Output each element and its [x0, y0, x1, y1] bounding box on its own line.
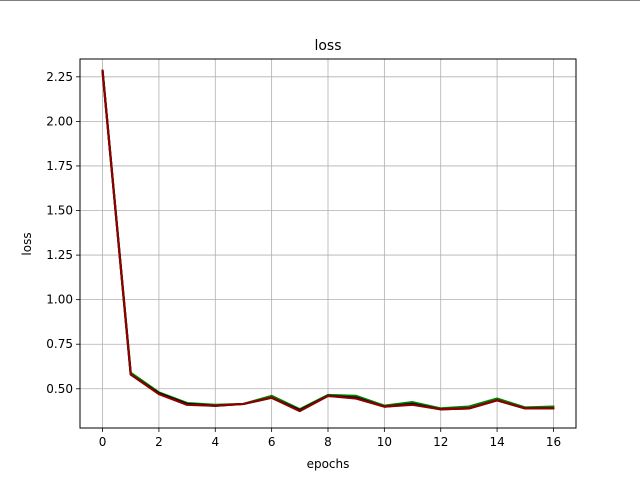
data-point-red [129, 373, 132, 376]
data-point-red [298, 410, 301, 412]
y-tick-label: 1.75 [46, 159, 73, 173]
data-point-red [214, 404, 217, 407]
grid-lines [80, 59, 576, 428]
y-tick-label: 1.50 [46, 204, 73, 218]
x-tick-label: 6 [268, 435, 276, 449]
y-tick-label: 1.00 [46, 293, 73, 307]
y-tick-label: 2.00 [46, 114, 73, 128]
data-point-red [411, 403, 414, 406]
data-point-red [439, 408, 442, 411]
x-axis-ticks: 0 2 4 6 8 10 12 14 16 [99, 428, 561, 449]
x-tick-label: 8 [324, 435, 332, 449]
data-point-red [524, 407, 527, 410]
data-point-green [496, 397, 498, 400]
data-point-green [355, 395, 358, 397]
data-point-red [496, 399, 498, 402]
y-tick-label: 0.50 [46, 382, 73, 396]
x-tick-label: 0 [99, 435, 107, 449]
chart-title: loss [314, 38, 341, 54]
data-point-green [270, 395, 273, 397]
x-tick-label: 2 [155, 435, 163, 449]
data-point-green [552, 405, 555, 408]
x-tick-label: 4 [211, 435, 219, 449]
y-axis-label: loss [20, 232, 34, 255]
y-tick-label: 1.25 [46, 248, 73, 262]
data-point-red [355, 397, 358, 400]
data-point-red [186, 403, 188, 406]
window-top-edge [0, 0, 640, 1]
x-tick-label: 16 [546, 435, 561, 449]
data-point-green [468, 405, 470, 408]
data-point-red [383, 405, 386, 408]
y-tick-label: 0.75 [46, 337, 73, 351]
data-point-red [552, 407, 555, 410]
y-axis-ticks: 0.50 0.75 1.00 1.25 1.50 1.75 2.00 2.25 [46, 70, 80, 396]
x-tick-label: 14 [489, 435, 504, 449]
x-tick-label: 12 [433, 435, 448, 449]
data-point-green [411, 401, 414, 404]
series-lines [101, 69, 555, 413]
x-tick-label: 10 [377, 435, 392, 449]
data-point-red [242, 403, 245, 405]
y-tick-label: 2.25 [46, 70, 73, 84]
data-point-red [270, 396, 273, 399]
data-point-red [468, 407, 470, 410]
x-axis-label: epochs [307, 457, 350, 471]
data-point-red [101, 69, 104, 72]
data-point-red [327, 395, 329, 397]
data-point-red [158, 393, 160, 396]
